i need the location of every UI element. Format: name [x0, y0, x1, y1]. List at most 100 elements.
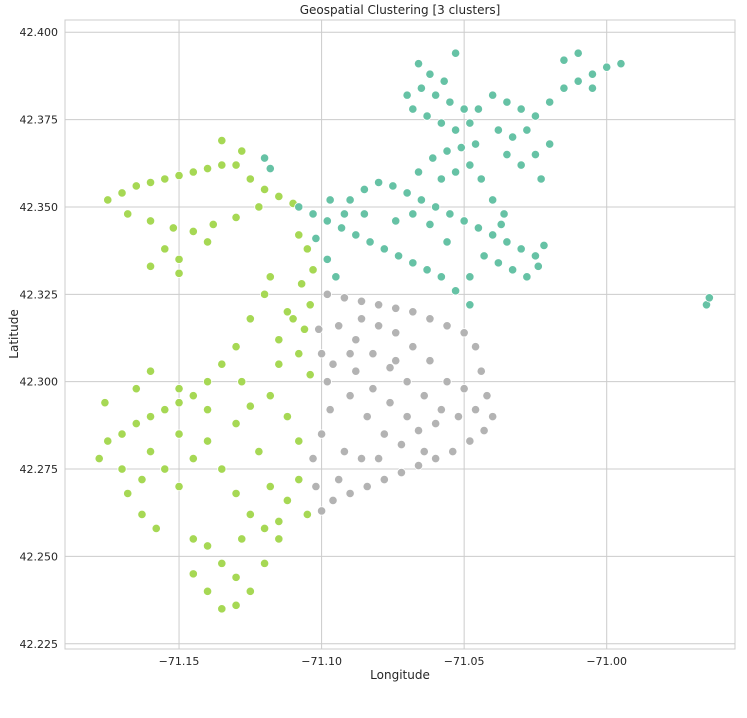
data-point — [188, 167, 198, 177]
data-point — [145, 216, 156, 226]
data-point — [145, 412, 156, 422]
data-point — [385, 363, 395, 373]
data-point — [137, 474, 147, 485]
data-point — [516, 244, 526, 254]
data-point — [545, 139, 555, 149]
data-point — [123, 488, 133, 499]
data-point — [416, 195, 426, 205]
data-point — [516, 160, 526, 170]
data-point — [117, 464, 127, 474]
x-tick-label: −71.10 — [301, 655, 342, 668]
data-point — [202, 541, 213, 551]
data-point — [402, 377, 412, 387]
data-point — [265, 391, 275, 401]
data-point — [237, 377, 247, 387]
data-point — [188, 391, 198, 401]
data-point — [231, 572, 241, 582]
data-point — [473, 104, 484, 114]
data-point — [316, 429, 327, 439]
data-point — [453, 412, 464, 422]
data-point — [237, 146, 247, 156]
data-point — [450, 286, 461, 296]
chart-title: Geospatial Clustering [3 clusters] — [300, 3, 501, 17]
data-point — [308, 265, 318, 275]
plot-frame — [64, 19, 736, 650]
data-point — [573, 48, 583, 58]
data-point — [217, 359, 227, 369]
data-point — [202, 436, 213, 446]
data-point — [294, 349, 304, 359]
data-point — [217, 604, 227, 614]
y-tick-label: 42.300 — [20, 376, 59, 389]
data-point — [459, 328, 469, 338]
data-point — [245, 314, 255, 324]
data-point — [391, 356, 401, 366]
data-point — [587, 83, 598, 93]
y-tick-label: 42.325 — [20, 288, 59, 301]
data-point — [445, 97, 455, 107]
data-point — [336, 223, 347, 233]
data-point — [282, 412, 292, 422]
data-point — [379, 244, 389, 254]
data-point — [393, 251, 404, 261]
data-point — [131, 181, 141, 191]
data-point — [431, 90, 441, 100]
data-point — [450, 48, 461, 58]
data-point — [334, 321, 344, 331]
data-point — [325, 405, 335, 415]
data-point — [297, 279, 307, 289]
data-point — [508, 132, 518, 142]
data-point — [473, 223, 484, 233]
data-point — [100, 398, 110, 408]
data-point — [388, 181, 398, 191]
data-point — [245, 509, 255, 520]
data-point — [131, 419, 141, 429]
data-point — [470, 342, 481, 352]
data-point — [345, 488, 355, 499]
data-point — [282, 495, 292, 506]
data-point — [231, 342, 241, 352]
data-point — [419, 446, 429, 457]
data-point — [231, 160, 241, 170]
data-point — [322, 289, 332, 299]
data-point — [188, 534, 198, 544]
data-point — [704, 293, 714, 303]
data-point — [237, 534, 247, 544]
data-point — [334, 474, 344, 485]
data-point — [245, 174, 255, 184]
y-axis-label: Latitude — [7, 309, 21, 358]
data-point — [587, 69, 598, 79]
data-point — [359, 184, 369, 195]
data-point — [274, 191, 284, 202]
data-point — [502, 237, 512, 247]
data-point — [322, 377, 332, 387]
data-point — [479, 251, 489, 261]
data-point — [160, 405, 170, 415]
data-point — [488, 230, 498, 240]
data-point — [328, 495, 338, 506]
x-tick-label: −71.05 — [444, 655, 485, 668]
data-point — [265, 272, 275, 282]
data-point — [202, 586, 213, 596]
data-point — [559, 55, 569, 65]
data-point — [351, 230, 361, 240]
data-point — [391, 303, 401, 313]
data-point — [456, 142, 466, 153]
data-point — [573, 76, 583, 86]
data-point — [356, 314, 367, 324]
data-point — [442, 146, 452, 156]
data-point — [402, 412, 412, 422]
data-point — [408, 307, 418, 317]
data-point — [559, 83, 569, 93]
data-point — [422, 265, 432, 275]
data-point — [502, 149, 512, 160]
data-point — [259, 523, 270, 534]
y-tick-label: 42.350 — [20, 201, 59, 214]
data-point — [339, 209, 350, 219]
data-point — [131, 384, 141, 394]
data-point — [442, 321, 452, 331]
data-point — [217, 464, 227, 474]
data-point — [328, 359, 338, 369]
data-point — [202, 405, 213, 415]
data-point — [470, 139, 481, 149]
